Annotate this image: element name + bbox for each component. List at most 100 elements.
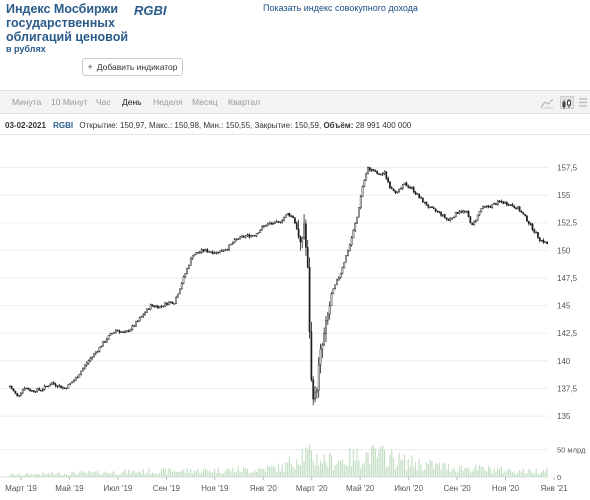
area-chart-icon[interactable] [540,96,554,109]
candle-body [478,211,481,216]
volume-bar [64,473,66,477]
candle-body [252,235,254,237]
volume-bar [124,469,126,477]
volume-bar [219,472,221,477]
candle-body [173,303,176,305]
volume-bar [190,469,192,477]
volume-bar [519,470,521,477]
period-month[interactable]: Месяц [192,97,218,107]
volume-bar [488,465,490,477]
volume-bar [208,470,210,477]
volume-bar [418,459,420,477]
volume-bar [18,473,20,477]
volume-bar [51,472,53,477]
min-label: Мин.: [203,121,224,130]
volume-bar [367,452,369,477]
candle-body [473,221,475,226]
volume-bar [539,474,541,477]
candle-body [431,206,433,208]
candles-icon[interactable] [560,96,574,109]
candle-body [177,293,179,298]
candle-body [354,223,357,231]
volume-bar [392,458,395,477]
candle-body [263,225,265,227]
period-day[interactable]: День [122,97,142,107]
candle-body [56,385,59,388]
volume-bar [489,468,492,477]
volume-bar [290,464,292,477]
candle-body [58,385,61,388]
volume-bar [327,466,329,477]
volume-bar [111,472,113,477]
settings-icon[interactable] [577,96,590,109]
x-tick-label: Март '19 [5,484,37,493]
candle-body [246,234,249,237]
price-chart[interactable]: 135 137,5 140 142,5 145 147,5 150 152,5 155 157,5… [0,136,590,500]
volume-bar [374,448,376,477]
candle-body [268,222,271,225]
candle-body [509,204,512,206]
candle-body [168,301,170,305]
candle-body [381,173,384,176]
candle-body [442,214,444,216]
volume-bar [301,449,303,477]
period-10-minutes[interactable]: 10 Минут [51,97,88,107]
volume-bar [380,447,382,477]
volume-bar [40,475,42,477]
volume-bar [449,472,451,477]
candle-body [378,173,380,175]
volume-bar [188,472,190,477]
candle-body [337,277,340,281]
volume-bar [425,462,428,477]
candle-body [396,191,399,193]
candle-body [127,330,130,332]
volume-bar [409,466,411,477]
volume-bar [223,473,225,477]
candle-body [83,364,86,369]
volume-bar [175,471,177,477]
candle-body [394,190,397,193]
volume-bar [69,474,71,477]
volume-bar [128,469,130,477]
period-quarter[interactable]: Квартал [228,97,261,107]
candle-body [204,249,207,252]
volume-bar [387,466,389,477]
volume-bar [382,445,384,477]
candle-body [202,249,205,252]
y-tick-label: 140 [557,357,571,366]
volume-bar [343,464,345,477]
candle-body [210,251,212,253]
period-week[interactable]: Неделя [153,97,183,107]
candle-body [540,239,543,242]
candle-body [456,212,459,214]
total-return-link[interactable]: Показать индекс совокупного дохода [263,3,418,13]
open-label: Открытие: [79,121,118,130]
candle-body [32,390,35,392]
volume-bar [20,475,22,477]
candle-body [389,181,391,189]
candle-body [524,214,527,216]
candle-date: 03-02-2021 [5,121,46,130]
period-hour[interactable]: Час [96,97,111,107]
volume-bar [160,468,163,477]
candle-body [261,226,263,231]
candle-body [367,167,369,175]
candle-body [244,235,247,238]
volume-bar [433,468,435,477]
candle-body [62,387,64,389]
candle-body [149,304,152,310]
volume-bar [281,464,283,477]
volume-bar [71,472,73,477]
volume-bar [376,457,378,477]
candle-body [151,304,154,307]
candle-body [115,329,117,333]
volume-bar [287,462,289,477]
candle-body [336,279,338,286]
period-minute[interactable]: Минута [12,97,42,107]
volume-bar [192,473,194,477]
add-indicator-button[interactable]: + Добавить индикатор [82,58,183,76]
volume-bar [226,468,228,477]
candle-body [372,169,375,172]
candle-body [469,216,472,224]
candle-body [493,203,495,205]
